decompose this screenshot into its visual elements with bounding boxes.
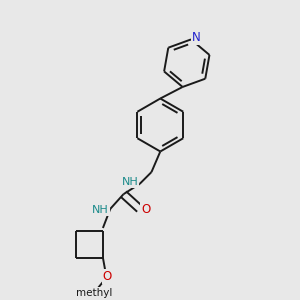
Text: O: O bbox=[103, 270, 112, 284]
Text: methyl: methyl bbox=[76, 288, 113, 298]
Text: O: O bbox=[141, 203, 150, 216]
Text: NH: NH bbox=[92, 205, 109, 215]
Text: N: N bbox=[192, 32, 201, 44]
Text: NH: NH bbox=[122, 177, 138, 188]
